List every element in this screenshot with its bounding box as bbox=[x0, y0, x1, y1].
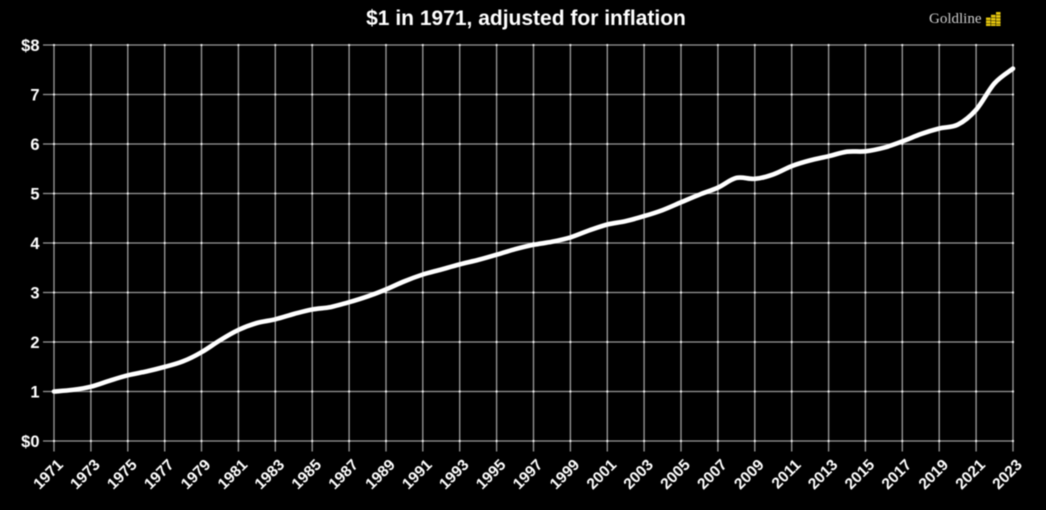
svg-text:3: 3 bbox=[30, 285, 39, 303]
svg-text:1991: 1991 bbox=[399, 456, 436, 493]
svg-text:2005: 2005 bbox=[657, 456, 694, 493]
svg-text:2007: 2007 bbox=[694, 457, 730, 493]
svg-text:1985: 1985 bbox=[289, 456, 326, 493]
svg-text:5: 5 bbox=[30, 186, 39, 204]
svg-text:2021: 2021 bbox=[953, 456, 990, 493]
svg-text:4: 4 bbox=[30, 235, 40, 253]
svg-text:1987: 1987 bbox=[326, 457, 362, 493]
svg-text:2009: 2009 bbox=[731, 456, 768, 493]
svg-text:$0: $0 bbox=[21, 433, 39, 451]
svg-text:1989: 1989 bbox=[362, 456, 399, 493]
svg-text:2017: 2017 bbox=[879, 457, 915, 493]
svg-text:1997: 1997 bbox=[510, 457, 546, 493]
svg-text:$8: $8 bbox=[21, 37, 39, 55]
svg-text:2001: 2001 bbox=[584, 456, 621, 493]
svg-text:2: 2 bbox=[30, 334, 39, 352]
svg-text:2019: 2019 bbox=[916, 456, 953, 493]
svg-text:1: 1 bbox=[30, 384, 39, 402]
svg-text:2023: 2023 bbox=[989, 456, 1026, 493]
svg-text:1981: 1981 bbox=[215, 456, 252, 493]
svg-text:2011: 2011 bbox=[769, 456, 805, 492]
svg-text:1971: 1971 bbox=[30, 456, 67, 493]
svg-text:7: 7 bbox=[30, 87, 39, 105]
svg-text:6: 6 bbox=[30, 136, 39, 154]
svg-text:1977: 1977 bbox=[141, 457, 177, 493]
svg-text:2015: 2015 bbox=[842, 456, 879, 493]
svg-text:1979: 1979 bbox=[178, 456, 215, 493]
svg-text:1983: 1983 bbox=[252, 456, 289, 493]
svg-text:1995: 1995 bbox=[473, 456, 510, 493]
svg-text:2013: 2013 bbox=[805, 456, 842, 493]
svg-text:1975: 1975 bbox=[104, 456, 141, 493]
svg-text:1993: 1993 bbox=[436, 456, 473, 493]
svg-text:2003: 2003 bbox=[621, 456, 658, 493]
svg-text:1999: 1999 bbox=[547, 456, 584, 493]
svg-text:1973: 1973 bbox=[67, 456, 104, 493]
